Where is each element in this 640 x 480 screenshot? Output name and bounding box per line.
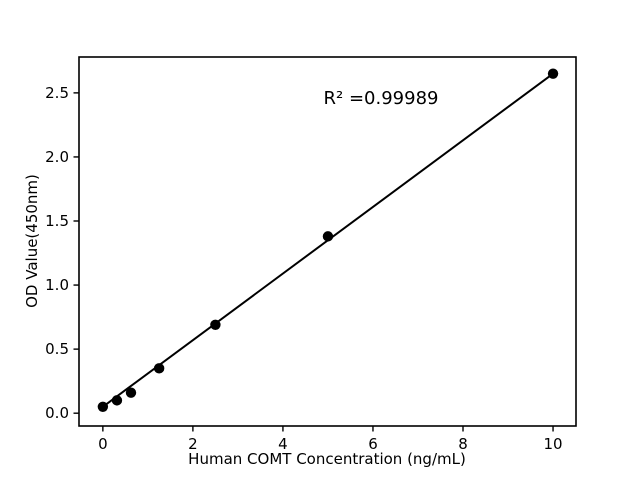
data-point	[125, 387, 137, 398]
plot-spines	[78, 56, 577, 427]
x-tick-label: 0	[98, 435, 108, 453]
data-point	[547, 68, 559, 79]
y-tick-label: 2.0	[45, 148, 69, 166]
y-tick-label: 1.0	[45, 276, 69, 294]
y-tick-label: 1.5	[45, 212, 69, 230]
x-tick-label: 10	[543, 435, 562, 453]
x-tick-label: 4	[278, 435, 288, 453]
x-tick-label: 6	[368, 435, 378, 453]
y-axis-label: OD Value(450nm)	[23, 174, 41, 308]
y-tick-label: 0.5	[45, 340, 69, 358]
plot-area: 0 2 4 6 8 10 0.0 0.5 1.0 1.5 2.0 2.5	[45, 56, 577, 453]
x-tick-label: 2	[188, 435, 198, 453]
data-point	[210, 319, 221, 330]
x-axis-label: Human COMT Concentration (ng/mL)	[188, 450, 466, 468]
data-point	[322, 231, 334, 242]
r-squared-annotation: R² =0.99989	[324, 88, 439, 109]
data-point	[111, 395, 123, 406]
data-point	[153, 363, 165, 374]
y-tick-label: 2.5	[45, 84, 69, 102]
y-tick-label: 0.0	[45, 404, 69, 422]
x-tick-label: 8	[458, 435, 468, 453]
data-point	[97, 401, 109, 412]
